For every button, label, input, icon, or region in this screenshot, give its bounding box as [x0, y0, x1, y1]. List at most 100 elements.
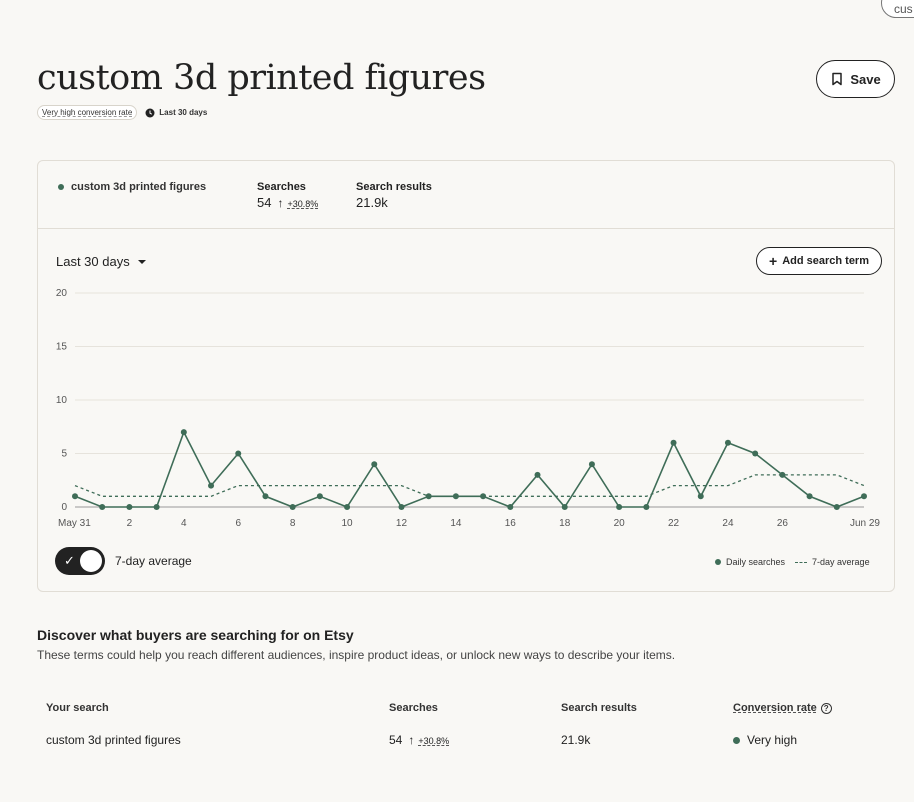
row-trend[interactable]: +30.8% — [418, 736, 450, 746]
daily-searches-point — [561, 504, 568, 510]
row-conversion-value: Very high — [747, 733, 798, 747]
x-tick-label: 4 — [181, 518, 187, 529]
page-title: custom 3d printed figures — [37, 58, 486, 98]
bookmark-icon — [832, 72, 843, 86]
searches-trend[interactable]: +30.8% — [287, 199, 319, 209]
searches-stat-label: Searches — [257, 181, 306, 193]
seven-day-toggle[interactable]: ✓ — [55, 547, 105, 575]
toggle-knob — [80, 550, 102, 572]
seven-day-average-line — [74, 474, 865, 497]
daily-searches-point — [861, 493, 867, 500]
x-tick-label: 10 — [342, 518, 354, 529]
daily-searches-point — [833, 504, 840, 510]
daily-searches-point — [180, 429, 187, 436]
daily-searches-point — [153, 504, 160, 510]
range-label: Last 30 days — [56, 254, 130, 269]
x-tick-label: May 31 — [58, 518, 91, 529]
daily-searches-point — [344, 504, 351, 510]
header-search-results: Search results — [561, 702, 637, 714]
conversion-header-label[interactable]: Conversion rate — [733, 702, 817, 714]
x-tick-label: 16 — [505, 518, 517, 529]
check-icon: ✓ — [64, 553, 75, 568]
daily-searches-point — [616, 504, 623, 510]
legend-daily-label: Daily searches — [726, 557, 786, 567]
add-term-label: Add search term — [782, 255, 869, 267]
results-stat: Search results 21.9k — [356, 181, 432, 210]
y-tick-label: 10 — [56, 395, 68, 406]
daily-searches-point — [752, 450, 759, 457]
daily-searches-point — [507, 504, 514, 510]
daily-searches-point — [806, 493, 813, 500]
legend-dot-icon — [715, 559, 721, 565]
add-search-term-button[interactable]: + Add search term — [756, 247, 882, 275]
searches-stat-value: 54 — [257, 195, 272, 210]
daily-searches-point — [126, 504, 133, 510]
daily-searches-point — [452, 493, 459, 500]
header-your-search: Your search — [46, 702, 109, 714]
x-tick-label: 6 — [235, 518, 241, 529]
daily-searches-point — [480, 493, 487, 500]
term-label: custom 3d printed figures — [58, 181, 206, 193]
legend-dash-icon — [795, 561, 808, 563]
daily-searches-point — [208, 482, 215, 489]
caret-down-icon — [137, 259, 146, 264]
search-tab-label: cus — [894, 2, 913, 16]
discover-title: Discover what buyers are searching for o… — [37, 627, 354, 643]
daily-searches-point — [262, 493, 269, 500]
help-icon[interactable]: ? — [820, 702, 832, 714]
results-stat-label: Search results — [356, 181, 432, 193]
daily-searches-point — [235, 450, 242, 457]
clock-icon — [145, 108, 155, 117]
toggle-label: 7-day average — [115, 554, 192, 568]
daily-searches-point — [779, 471, 786, 478]
y-tick-label: 0 — [61, 502, 67, 513]
search-insights-card: custom 3d printed figures Searches 54 ↑ +3… — [37, 160, 895, 592]
conversion-dot-icon — [733, 736, 740, 744]
daily-searches-point — [371, 461, 378, 468]
save-label: Save — [850, 71, 881, 87]
daily-searches-point — [72, 493, 78, 500]
conversion-badge[interactable]: Very high conversion rate — [37, 105, 138, 120]
x-tick-label: 20 — [614, 518, 626, 529]
row-arrow-up-icon: ↑ — [408, 733, 415, 747]
x-tick-label: 18 — [559, 518, 571, 529]
daily-searches-point — [534, 471, 541, 478]
y-tick-label: 15 — [56, 342, 68, 353]
header-conversion-rate: Conversion rate? — [733, 702, 832, 714]
y-tick-label: 5 — [61, 449, 67, 460]
x-tick-label: 8 — [290, 518, 296, 529]
header-searches: Searches — [389, 702, 438, 714]
daily-searches-line — [74, 430, 865, 509]
chart-legend: Daily searches 7-day average — [715, 557, 870, 567]
searches-stat: Searches 54 ↑ +30.8% — [257, 181, 318, 210]
x-tick-label: 24 — [722, 518, 734, 529]
legend-average: 7-day average — [795, 557, 870, 567]
row-results: 21.9k — [561, 733, 591, 747]
x-tick-label: 2 — [127, 518, 133, 529]
y-tick-label: 20 — [56, 288, 68, 299]
daily-searches-point — [99, 504, 106, 510]
search-tab[interactable]: cus — [881, 0, 914, 18]
row-searches: 54 ↑ +30.8% — [389, 733, 449, 747]
results-stat-value: 21.9k — [356, 195, 388, 210]
series-dot-icon — [58, 184, 64, 190]
legend-daily: Daily searches — [715, 557, 785, 567]
range-dropdown[interactable]: Last 30 days — [56, 254, 146, 269]
daily-searches-point — [588, 461, 595, 468]
daily-searches-point — [289, 504, 296, 510]
period-indicator: Last 30 days — [145, 108, 207, 118]
x-tick-label: 22 — [668, 518, 680, 529]
plus-icon: + — [769, 253, 778, 269]
row-conversion: Very high — [733, 733, 797, 747]
header-badges: Very high conversion rate Last 30 days — [37, 105, 207, 120]
average-toggle-row: ✓ 7-day average — [55, 547, 192, 575]
x-tick-label: 12 — [396, 518, 408, 529]
daily-searches-point — [697, 493, 704, 500]
daily-searches-point — [398, 504, 405, 510]
daily-searches-point — [670, 439, 677, 446]
daily-searches-point — [724, 439, 731, 446]
save-button[interactable]: Save — [816, 60, 895, 98]
row-searches-value: 54 — [389, 733, 403, 747]
term-text: custom 3d printed figures — [71, 181, 207, 193]
